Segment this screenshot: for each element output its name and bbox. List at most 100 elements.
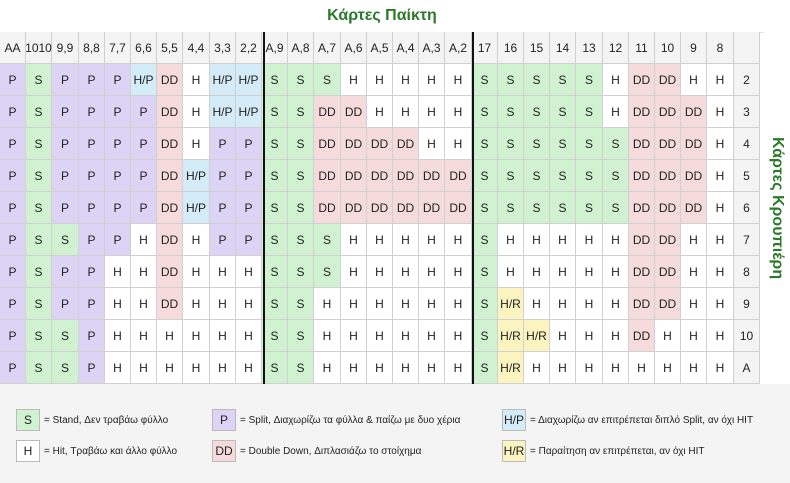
strategy-cell: S bbox=[262, 352, 288, 384]
strategy-cell: S bbox=[262, 288, 288, 320]
strategy-cell: H bbox=[367, 288, 393, 320]
strategy-cell: H/P bbox=[183, 160, 210, 192]
dealer-header: 5 bbox=[734, 160, 760, 192]
strategy-cell: S bbox=[472, 352, 498, 384]
strategy-cell: H bbox=[681, 352, 707, 384]
strategy-cell: H bbox=[314, 288, 341, 320]
strategy-cell: P bbox=[79, 224, 105, 256]
strategy-cell: S bbox=[498, 160, 524, 192]
strategy-cell: DD bbox=[629, 288, 655, 320]
legend-swatch: DD bbox=[212, 440, 236, 462]
dealer-header: 6 bbox=[734, 192, 760, 224]
strategy-cell: DD bbox=[629, 64, 655, 96]
strategy-cell: S bbox=[288, 160, 314, 192]
legend-swatch: H bbox=[16, 440, 40, 462]
strategy-cell: H bbox=[603, 96, 629, 128]
strategy-cell: H bbox=[131, 288, 157, 320]
strategy-cell: H bbox=[445, 224, 472, 256]
strategy-cell: H bbox=[524, 256, 550, 288]
strategy-cell: H/R bbox=[498, 352, 524, 384]
strategy-cell: H bbox=[445, 64, 472, 96]
strategy-cell: H bbox=[236, 256, 262, 288]
player-header: 8,8 bbox=[79, 32, 105, 64]
strategy-cell: S bbox=[524, 96, 550, 128]
strategy-cell: DD bbox=[157, 224, 183, 256]
strategy-cell: H bbox=[681, 320, 707, 352]
strategy-cell: H bbox=[105, 352, 131, 384]
strategy-cell: DD bbox=[655, 256, 681, 288]
legend-item: DD = Double Down, Διπλασιάζω το στοίχημα bbox=[212, 440, 421, 462]
strategy-cell: DD bbox=[157, 160, 183, 192]
strategy-cell: H bbox=[655, 320, 681, 352]
strategy-cell: P bbox=[236, 192, 262, 224]
strategy-cell: H bbox=[550, 256, 576, 288]
strategy-cell: S bbox=[26, 288, 52, 320]
strategy-cell: H bbox=[445, 320, 472, 352]
strategy-cell: H bbox=[157, 352, 183, 384]
strategy-cell: P bbox=[79, 320, 105, 352]
strategy-cell: DD bbox=[157, 192, 183, 224]
strategy-cell: H bbox=[707, 64, 734, 96]
legend-item: H/R = Παραίτηση αν επιτρέπεται, αν όχι HI… bbox=[502, 440, 705, 462]
strategy-cell: S bbox=[550, 192, 576, 224]
player-header: A,3 bbox=[419, 32, 445, 64]
strategy-cell: H bbox=[131, 256, 157, 288]
player-header: A,2 bbox=[445, 32, 472, 64]
strategy-cell: H/P bbox=[210, 64, 236, 96]
strategy-cell: DD bbox=[367, 192, 393, 224]
strategy-cell: H bbox=[367, 64, 393, 96]
dealer-header: 4 bbox=[734, 128, 760, 160]
strategy-cell: P bbox=[105, 224, 131, 256]
strategy-cell: DD bbox=[629, 160, 655, 192]
strategy-cell: S bbox=[288, 256, 314, 288]
player-header: 5,5 bbox=[157, 32, 183, 64]
strategy-cell: DD bbox=[157, 256, 183, 288]
strategy-cell: S bbox=[262, 224, 288, 256]
strategy-cell: H bbox=[707, 256, 734, 288]
strategy-cell: H bbox=[576, 256, 603, 288]
strategy-cell: S bbox=[288, 352, 314, 384]
legend-text: = Double Down, Διπλασιάζω το στοίχημα bbox=[240, 445, 422, 457]
player-header: 7,7 bbox=[105, 32, 131, 64]
strategy-cell: H bbox=[707, 288, 734, 320]
strategy-cell: H/R bbox=[498, 288, 524, 320]
strategy-cell: DD bbox=[367, 128, 393, 160]
strategy-cell: P bbox=[105, 128, 131, 160]
strategy-cell: H bbox=[341, 256, 367, 288]
strategy-cell: H bbox=[445, 352, 472, 384]
strategy-cell: S bbox=[288, 288, 314, 320]
strategy-cell: H/P bbox=[210, 96, 236, 128]
strategy-cell: DD bbox=[341, 96, 367, 128]
strategy-cell: S bbox=[576, 192, 603, 224]
strategy-cell: S bbox=[262, 128, 288, 160]
strategy-cell: DD bbox=[655, 192, 681, 224]
strategy-cell: H bbox=[131, 352, 157, 384]
strategy-cell: S bbox=[26, 256, 52, 288]
strategy-cell: H bbox=[183, 96, 210, 128]
strategy-cell: H bbox=[498, 256, 524, 288]
legend-swatch: H/P bbox=[502, 409, 526, 431]
strategy-cell: DD bbox=[314, 192, 341, 224]
strategy-cell: H bbox=[707, 320, 734, 352]
strategy-cell: H bbox=[603, 256, 629, 288]
strategy-cell: H/P bbox=[131, 64, 157, 96]
strategy-cell: H bbox=[445, 256, 472, 288]
strategy-cell: DD bbox=[314, 128, 341, 160]
strategy-cell: S bbox=[26, 96, 52, 128]
strategy-cell: S bbox=[576, 64, 603, 96]
strategy-cell: H bbox=[236, 320, 262, 352]
strategy-cell: DD bbox=[341, 160, 367, 192]
strategy-cell: H bbox=[524, 352, 550, 384]
strategy-cell: P bbox=[0, 288, 26, 320]
strategy-cell: H bbox=[576, 320, 603, 352]
strategy-cell: H bbox=[681, 256, 707, 288]
strategy-cell: DD bbox=[314, 96, 341, 128]
strategy-cell: S bbox=[550, 96, 576, 128]
player-header: 8 bbox=[707, 32, 734, 64]
strategy-cell: DD bbox=[314, 160, 341, 192]
strategy-cell: H bbox=[419, 128, 445, 160]
legend-text: = Παραίτηση αν επιτρέπεται, αν όχι HIT bbox=[530, 445, 705, 457]
strategy-cell: S bbox=[472, 64, 498, 96]
legend: S = Stand, Δεν τραβάω φύλλο P = Split, Διαχ… bbox=[0, 384, 790, 483]
soft-hard-divider bbox=[472, 32, 474, 384]
